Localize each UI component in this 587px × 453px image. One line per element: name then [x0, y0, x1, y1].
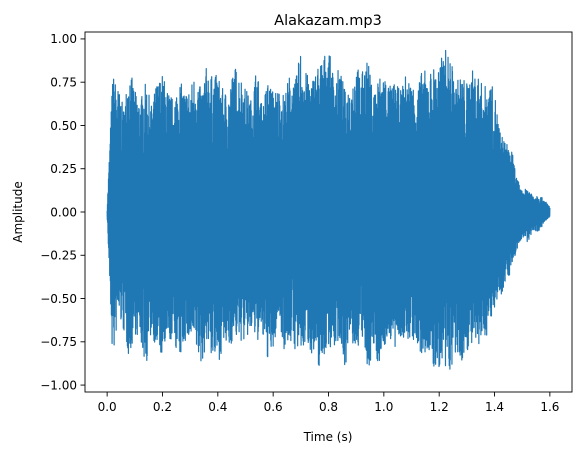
x-tick-label: 0.2 — [153, 400, 172, 414]
y-tick-label: 1.00 — [50, 32, 77, 46]
x-tick-label: 0.6 — [264, 400, 283, 414]
x-tick-label: 1.4 — [485, 400, 504, 414]
y-tick-label: 0.00 — [50, 205, 77, 219]
x-tick-label: 1.0 — [374, 400, 393, 414]
waveform-line — [106, 49, 551, 370]
y-axis-label: Amplitude — [11, 181, 25, 243]
y-tick-label: −1.00 — [40, 378, 77, 392]
y-tick-label: −0.75 — [40, 335, 77, 349]
x-tick-label: 1.2 — [430, 400, 449, 414]
plot-area — [106, 49, 551, 370]
x-tick-label: 0.8 — [319, 400, 338, 414]
y-tick-label: 0.25 — [50, 162, 77, 176]
x-tick-label: 1.6 — [540, 400, 559, 414]
x-axis: 0.0 0.2 0.4 0.6 0.8 1.0 1.2 1.4 1.6 — [98, 392, 559, 414]
y-tick-label: −0.50 — [40, 292, 77, 306]
chart-title: Alakazam.mp3 — [274, 13, 382, 29]
y-axis: −1.00 −0.75 −0.50 −0.25 0.00 0.25 0.50 0.75 1.00 — [40, 32, 85, 392]
y-tick-label: 0.50 — [50, 119, 77, 133]
x-tick-label: 0.4 — [208, 400, 227, 414]
y-tick-label: 0.75 — [50, 75, 77, 89]
x-tick-label: 0.0 — [98, 400, 117, 414]
x-axis-label: Time (s) — [303, 430, 353, 444]
y-tick-label: −0.25 — [40, 249, 77, 263]
